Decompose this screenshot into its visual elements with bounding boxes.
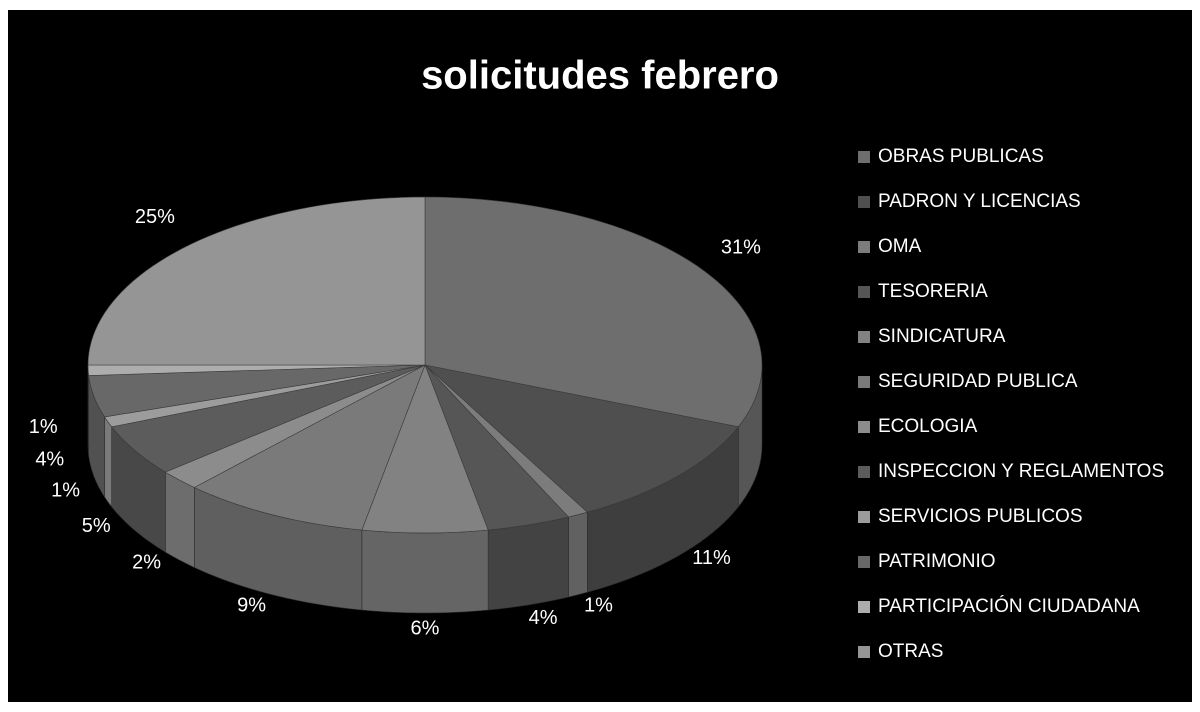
legend-label: ECOLOGIA	[878, 416, 978, 437]
pie-slice	[87, 196, 426, 366]
legend-swatch	[858, 241, 870, 253]
data-label: 2%	[132, 552, 161, 574]
legend-label: INSPECCION Y REGLAMENTOS	[878, 461, 1164, 482]
pie-slice-side	[361, 529, 489, 614]
legend-label: PATRIMONIO	[878, 551, 996, 572]
data-label: 11%	[692, 547, 731, 569]
pie-slice	[424, 196, 763, 428]
legend-label: OMA	[878, 236, 922, 257]
legend-swatch	[858, 151, 870, 163]
legend-swatch	[858, 466, 870, 478]
data-label: 1%	[29, 416, 58, 438]
data-label: 4%	[529, 607, 558, 629]
pie-slice	[361, 364, 489, 534]
data-label: 1%	[584, 595, 613, 617]
legend-label: OBRAS PUBLICAS	[878, 146, 1044, 167]
pie-slice	[423, 364, 739, 513]
legend-swatch	[858, 556, 870, 568]
pie-slice-side	[87, 364, 89, 456]
pie-slice-side	[487, 516, 569, 611]
legend-swatch	[858, 376, 870, 388]
legend-swatch	[858, 601, 870, 613]
pie-slice-side	[568, 511, 588, 598]
data-label: 5%	[82, 515, 111, 537]
legend-swatch	[858, 331, 870, 343]
data-label: 9%	[237, 595, 266, 617]
pie-slice	[424, 364, 570, 531]
data-label: 1%	[51, 480, 80, 502]
data-label: 4%	[35, 448, 64, 470]
chart-title: solicitudes febrero	[421, 54, 779, 98]
legend-swatch	[858, 511, 870, 523]
legend-label: SEGURIDAD PUBLICA	[878, 371, 1078, 392]
legend-label: PADRON Y LICENCIAS	[878, 191, 1081, 212]
pie-slice	[111, 364, 426, 473]
legend-label: SINDICATURA	[878, 326, 1006, 347]
legend-label: PARTICIPACIÓN CIUDADANA	[878, 595, 1140, 617]
legend-label: OTRAS	[878, 641, 943, 662]
legend-swatch	[858, 421, 870, 433]
legend-swatch	[858, 646, 870, 658]
pie-slice	[193, 364, 426, 531]
data-label: 6%	[411, 617, 440, 639]
legend-swatch	[858, 286, 870, 298]
pie-slice-side	[104, 415, 112, 508]
legend-label: TESORERIA	[878, 281, 988, 302]
pie-slice-side	[165, 471, 195, 568]
legend-swatch	[858, 196, 870, 208]
data-label: 31%	[721, 236, 761, 258]
pie-slice	[88, 364, 426, 418]
data-label: 25%	[135, 206, 175, 228]
legend-label: SERVICIOS PUBLICOS	[878, 506, 1083, 527]
